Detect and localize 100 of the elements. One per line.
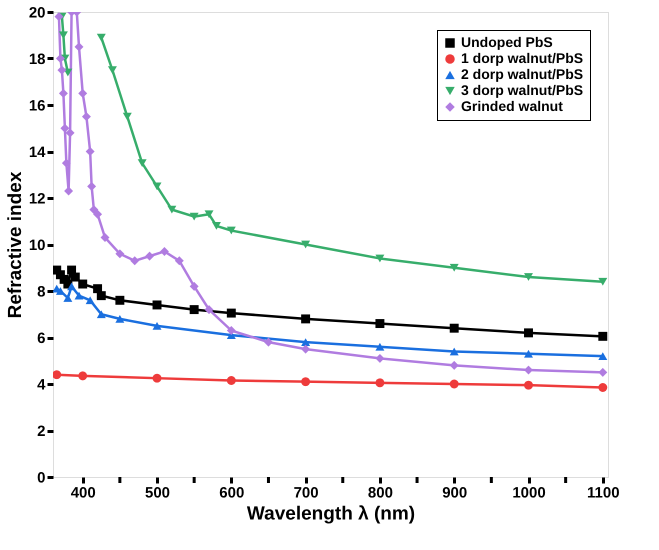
point	[450, 324, 459, 333]
point	[226, 326, 236, 335]
point	[152, 300, 162, 310]
point	[190, 212, 199, 220]
point	[190, 282, 199, 291]
point	[138, 159, 147, 167]
y-tick-label: 16	[28, 98, 46, 114]
point	[598, 332, 608, 341]
point	[82, 112, 91, 122]
point	[78, 371, 88, 380]
point	[54, 12, 64, 22]
point	[86, 147, 95, 156]
point	[204, 305, 214, 314]
point	[58, 88, 68, 98]
point	[53, 370, 62, 380]
point	[190, 305, 199, 314]
point	[86, 296, 95, 304]
point	[100, 233, 110, 242]
y-tick-label: 12	[28, 190, 46, 208]
point	[226, 308, 236, 318]
x-tick-label: 500	[145, 484, 170, 502]
point	[301, 344, 310, 354]
point	[524, 328, 533, 338]
point	[598, 278, 608, 286]
point	[115, 315, 124, 323]
y-tick-label: 4	[37, 376, 46, 394]
point	[375, 354, 384, 363]
point	[598, 383, 608, 392]
y-axis-title: Refractive index	[4, 171, 26, 318]
point	[264, 338, 273, 347]
point	[450, 264, 459, 272]
point	[226, 226, 236, 234]
point	[108, 66, 117, 74]
y-tick-label: 2	[37, 423, 46, 440]
point	[375, 342, 384, 351]
point	[524, 350, 533, 358]
point	[96, 310, 106, 318]
point	[450, 360, 459, 370]
point	[301, 314, 310, 324]
x-tick-label: 700	[294, 484, 319, 502]
x-tick-label: 1000	[512, 484, 546, 502]
point	[63, 294, 72, 302]
point	[96, 34, 106, 42]
point	[74, 292, 84, 300]
x-tick-label: 900	[442, 484, 468, 502]
point	[67, 282, 76, 290]
point	[115, 249, 124, 258]
point	[301, 377, 310, 386]
x-tick-label: 400	[70, 484, 96, 502]
point	[56, 54, 65, 63]
point	[115, 296, 124, 305]
point	[375, 319, 384, 328]
point	[152, 374, 162, 383]
y-tick-label: 0	[37, 470, 46, 486]
point	[524, 366, 533, 375]
point	[96, 291, 106, 300]
point	[122, 112, 132, 120]
point	[130, 256, 140, 266]
point	[301, 338, 310, 346]
point	[226, 376, 236, 385]
point	[152, 322, 162, 330]
point	[70, 272, 80, 282]
point	[167, 206, 176, 214]
x-tick-label: 800	[368, 484, 393, 502]
point	[301, 240, 310, 248]
point	[524, 380, 533, 390]
legend-label: 3 dorp walnut/PbS	[461, 82, 584, 98]
point	[174, 256, 184, 266]
point	[524, 273, 533, 281]
point	[598, 352, 608, 360]
point	[62, 158, 71, 168]
y-tick-label: 14	[28, 144, 46, 161]
point	[57, 66, 66, 75]
point	[64, 186, 74, 196]
point	[89, 205, 98, 214]
point	[450, 380, 459, 388]
point	[212, 222, 221, 230]
point	[152, 182, 162, 190]
y-tick-label: 8	[37, 284, 46, 300]
point	[78, 88, 88, 98]
y-tick-label: 10	[28, 237, 46, 254]
point	[78, 280, 88, 288]
y-tick-label: 20	[28, 4, 46, 22]
point	[87, 182, 96, 191]
legend-label: Undoped PbS	[461, 34, 553, 50]
point	[375, 254, 384, 262]
point	[93, 210, 102, 219]
y-tick-label: 6	[37, 330, 46, 347]
point	[204, 210, 214, 218]
x-axis-title: Wavelength λ (nm)	[246, 504, 416, 524]
point	[145, 252, 154, 261]
x-tick-label: 600	[219, 484, 244, 502]
point	[375, 378, 384, 388]
point	[160, 247, 169, 256]
legend-label: Grinded walnut	[461, 98, 564, 114]
x-tick-label: 1100	[587, 484, 620, 502]
legend-label: 1 dorp walnut/PbS	[461, 50, 584, 66]
y-tick-label: 18	[28, 51, 46, 68]
legend-label: 2 dorp walnut/PbS	[461, 66, 584, 82]
point	[450, 348, 459, 356]
